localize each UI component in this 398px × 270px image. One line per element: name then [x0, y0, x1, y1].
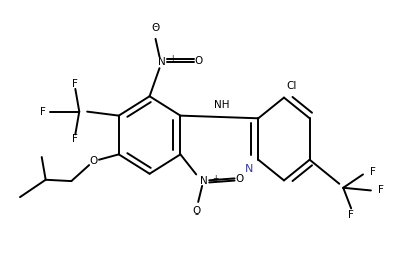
Text: -: -: [154, 21, 158, 31]
Text: O: O: [195, 56, 203, 66]
Text: O: O: [89, 156, 97, 166]
Text: F: F: [72, 134, 78, 144]
Text: -: -: [194, 209, 198, 219]
Text: O: O: [192, 207, 200, 217]
Text: O: O: [236, 174, 244, 184]
Text: NH: NH: [214, 100, 229, 110]
Text: F: F: [348, 210, 354, 220]
Text: O: O: [151, 23, 160, 33]
Text: +: +: [170, 54, 176, 63]
Text: F: F: [370, 167, 376, 177]
Text: N: N: [200, 176, 208, 186]
Text: F: F: [378, 185, 384, 195]
Text: Cl: Cl: [286, 81, 297, 91]
Text: F: F: [72, 79, 78, 89]
Text: +: +: [212, 174, 219, 183]
Text: N: N: [158, 56, 165, 66]
Text: N: N: [245, 164, 254, 174]
Text: F: F: [39, 107, 45, 117]
